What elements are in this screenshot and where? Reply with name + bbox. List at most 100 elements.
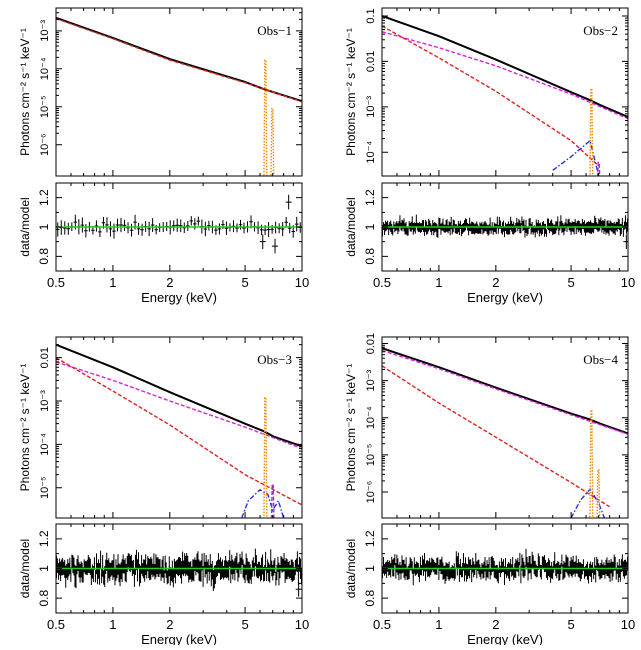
y-tick-label: 10⁻⁵ (39, 476, 51, 499)
emission-line-4 (589, 409, 594, 518)
observation-label: Obs−1 (257, 23, 292, 38)
x-tick-label: 0.5 (47, 617, 65, 632)
x-tick-label: 5 (241, 617, 248, 632)
x-tick-label: 2 (166, 617, 173, 632)
y-tick-label: 1 (37, 223, 51, 230)
y-axis-label-spectrum: Photons cm⁻² s⁻¹ keV⁻¹ (18, 364, 32, 492)
spectrum-plot-area (56, 343, 302, 518)
model-soft-curve (382, 365, 611, 508)
y-tick-label: 0.8 (37, 248, 51, 265)
y-axis-label-ratio: data/model (18, 539, 32, 598)
model-power-law-curve (382, 349, 628, 435)
x-tick-label: 10 (621, 275, 635, 290)
chart-panel-obs-4: 0.5 1 2 5 10 Energy (keV) 10⁻⁶ 10⁻⁵ 10⁻⁴ 10⁻³ 0.01… (344, 333, 635, 647)
observation-label: Obs−3 (257, 352, 292, 367)
y-tick-label: 10⁻⁵ (365, 444, 377, 467)
spectrum-frame (55, 336, 303, 519)
emission-line-3 (270, 107, 275, 176)
ratio-plot-area (56, 194, 302, 254)
y-axis-label-ratio: data/model (344, 197, 358, 256)
y-tick-label: 0.01 (39, 347, 51, 368)
model-power-law-curve (56, 361, 302, 450)
chart-panel-obs-3: 0.5 1 2 5 10 Energy (keV) 10⁻⁵ 10⁻⁴ 10⁻³ 0.01 0.8 1… (18, 336, 309, 647)
y-tick-label: 10⁻⁶ (39, 133, 51, 156)
y-tick-label: 10⁻³ (39, 390, 51, 412)
y-tick-label: 1.2 (37, 189, 51, 206)
emission-line-5 (596, 468, 601, 518)
y-tick-label: 10⁻⁴ (365, 406, 377, 429)
model-continuum-curve (56, 17, 302, 103)
model-soft-curve (382, 25, 600, 167)
x-tick-label: 1 (435, 617, 442, 632)
y-tick-label: 1.2 (37, 530, 51, 547)
x-tick-label: 2 (166, 275, 173, 290)
spectrum-plot-area (382, 15, 628, 176)
ratio-plot-area (56, 548, 302, 597)
axis-ticks (55, 8, 303, 271)
y-tick-label: 0.8 (363, 248, 377, 265)
axis-ticks (381, 337, 629, 613)
x-tick-label: 5 (241, 275, 248, 290)
x-tick-label: 0.5 (47, 275, 65, 290)
axis-ticks (55, 337, 303, 613)
observation-label: Obs−2 (583, 23, 618, 38)
spectrum-frame (381, 7, 629, 177)
x-tick-label: 2 (492, 275, 499, 290)
y-tick-label: 10⁻³ (39, 20, 51, 42)
model-total-curve (56, 343, 302, 448)
y-tick-label: 0.8 (363, 590, 377, 607)
spectrum-plot-area (382, 347, 628, 518)
model-reflection-curve (241, 488, 285, 518)
x-tick-label: 1 (435, 275, 442, 290)
model-reflection-curve (552, 139, 600, 176)
ratio-data-points (56, 548, 302, 597)
x-tick-label: 10 (295, 275, 309, 290)
chart-panel-obs-2: 0.5 1 2 5 10 Energy (keV) 10⁻⁴ 10⁻³ 0.01 0.1 0.8 1 1… (344, 7, 635, 305)
y-axis-label-spectrum: Photons cm⁻² s⁻¹ keV⁻¹ (18, 28, 32, 156)
y-axis-label-ratio: data/model (344, 539, 358, 598)
emission-line-2 (263, 59, 268, 176)
spectrum-frame (55, 7, 303, 177)
spectrum-frame (381, 336, 629, 519)
x-tick-label: 5 (567, 617, 574, 632)
y-axis-label-ratio: data/model (18, 197, 32, 256)
ratio-data-points (56, 194, 302, 254)
chart-panel-obs-1: 0.5 1 2 5 10 Energy (keV) 10⁻⁷ 10⁻⁶ 10⁻⁵ 10⁻⁴ 10⁻³… (18, 0, 309, 305)
y-tick-label: 10⁻⁵ (39, 95, 51, 118)
x-tick-label: 10 (621, 617, 635, 632)
y-tick-label: 0.01 (365, 333, 377, 354)
x-axis-label: Energy (keV) (141, 290, 217, 305)
model-total-curve (382, 347, 628, 435)
emission-line-4 (263, 396, 268, 518)
x-tick-label: 0.5 (373, 617, 391, 632)
x-tick-label: 1 (109, 275, 116, 290)
x-axis-label: Energy (keV) (467, 290, 543, 305)
y-tick-label: 10⁻⁴ (39, 433, 51, 456)
y-tick-label: 1.2 (363, 530, 377, 547)
y-tick-label: 10⁻⁷ (37, 0, 59, 3)
y-tick-label: 1 (363, 223, 377, 230)
y-tick-label: 1.2 (363, 189, 377, 206)
y-tick-label: 10⁻³ (365, 96, 377, 118)
observation-label: Obs−4 (583, 352, 618, 367)
ratio-data-points (382, 214, 628, 249)
x-tick-label: 10 (295, 617, 309, 632)
ratio-plot-area (382, 214, 628, 249)
ratio-data-points (382, 548, 628, 586)
emission-line-5 (597, 161, 601, 176)
ratio-plot-area (382, 548, 628, 586)
y-axis-label-spectrum: Photons cm⁻² s⁻¹ keV⁻¹ (344, 28, 358, 156)
spectrum-plot-area (56, 16, 302, 176)
x-axis-label: Energy (keV) (467, 632, 543, 645)
y-tick-label: 10⁻⁴ (365, 141, 377, 164)
y-axis-label-spectrum: Photons cm⁻² s⁻¹ keV⁻¹ (344, 364, 358, 492)
x-tick-label: 1 (109, 617, 116, 632)
x-tick-label: 2 (492, 617, 499, 632)
y-tick-label: 10⁻⁴ (39, 57, 51, 80)
y-tick-label: 1 (37, 565, 51, 572)
y-tick-label: 10⁻³ (365, 369, 377, 391)
x-tick-label: 0.5 (373, 275, 391, 290)
y-tick-label: 1 (363, 565, 377, 572)
x-tick-label: 5 (567, 275, 574, 290)
